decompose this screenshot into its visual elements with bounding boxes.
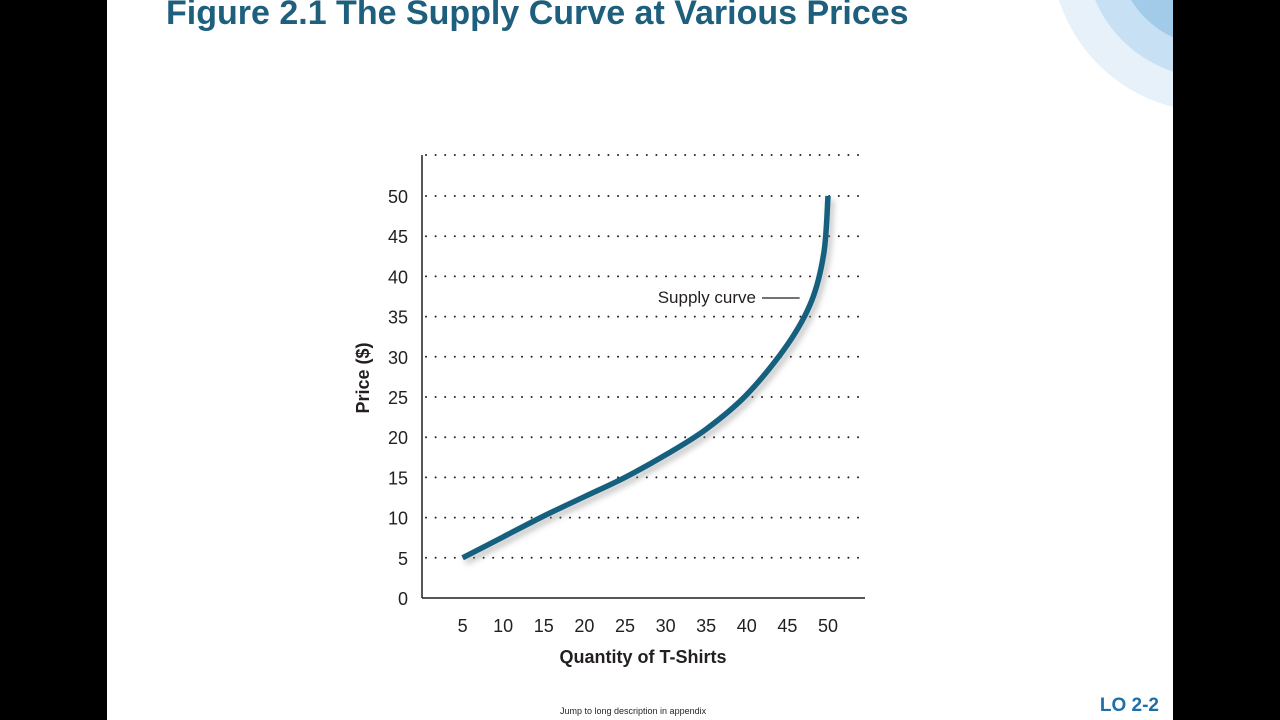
y-tick-label: 35 (388, 308, 408, 328)
y-axis-title: Price ($) (353, 342, 373, 413)
x-tick-label: 15 (534, 616, 554, 636)
x-tick-labels: 5 10 15 20 25 30 35 40 45 50 (458, 616, 838, 636)
x-tick-label: 20 (574, 616, 594, 636)
supply-curve-line (461, 195, 831, 561)
x-tick-label: 45 (777, 616, 797, 636)
series (461, 195, 835, 565)
x-axis-title: Quantity of T-Shirts (559, 647, 726, 667)
y-tick-labels: 0 5 10 15 20 25 30 35 40 45 50 (388, 187, 408, 609)
supply-curve-annotation: Supply curve (658, 288, 756, 307)
y-tick-label: 25 (388, 388, 408, 408)
y-tick-label: 40 (388, 267, 408, 287)
supply-chart: 0 5 10 15 20 25 30 35 40 45 50 5 10 15 20 25 30 35 40 45 50… (353, 154, 866, 667)
x-tick-label: 40 (737, 616, 757, 636)
gridlines (425, 154, 866, 559)
footer-note[interactable]: Jump to long description in appendix (560, 706, 707, 716)
y-tick-label: 0 (398, 589, 408, 609)
x-tick-label: 5 (458, 616, 468, 636)
x-tick-label: 25 (615, 616, 635, 636)
slide: Figure 2.1 The Supply Curve at Various P… (107, 0, 1173, 720)
y-tick-label: 30 (388, 348, 408, 368)
corner-decoration (1058, 0, 1173, 107)
slide-title: Figure 2.1 The Supply Curve at Various P… (166, 0, 909, 32)
y-tick-label: 10 (388, 509, 408, 529)
supply-curve-shadow (463, 199, 835, 565)
learning-objective-label: LO 2-2 (1099, 695, 1159, 716)
y-tick-label: 5 (398, 549, 408, 569)
x-tick-label: 50 (818, 616, 838, 636)
decor-ring-inner (1131, 0, 1173, 38)
x-tick-label: 30 (656, 616, 676, 636)
x-tick-label: 10 (493, 616, 513, 636)
y-tick-label: 50 (388, 187, 408, 207)
y-tick-label: 20 (388, 428, 408, 448)
x-tick-label: 35 (696, 616, 716, 636)
y-tick-label: 45 (388, 227, 408, 247)
y-tick-label: 15 (388, 468, 408, 488)
axes (421, 155, 865, 599)
